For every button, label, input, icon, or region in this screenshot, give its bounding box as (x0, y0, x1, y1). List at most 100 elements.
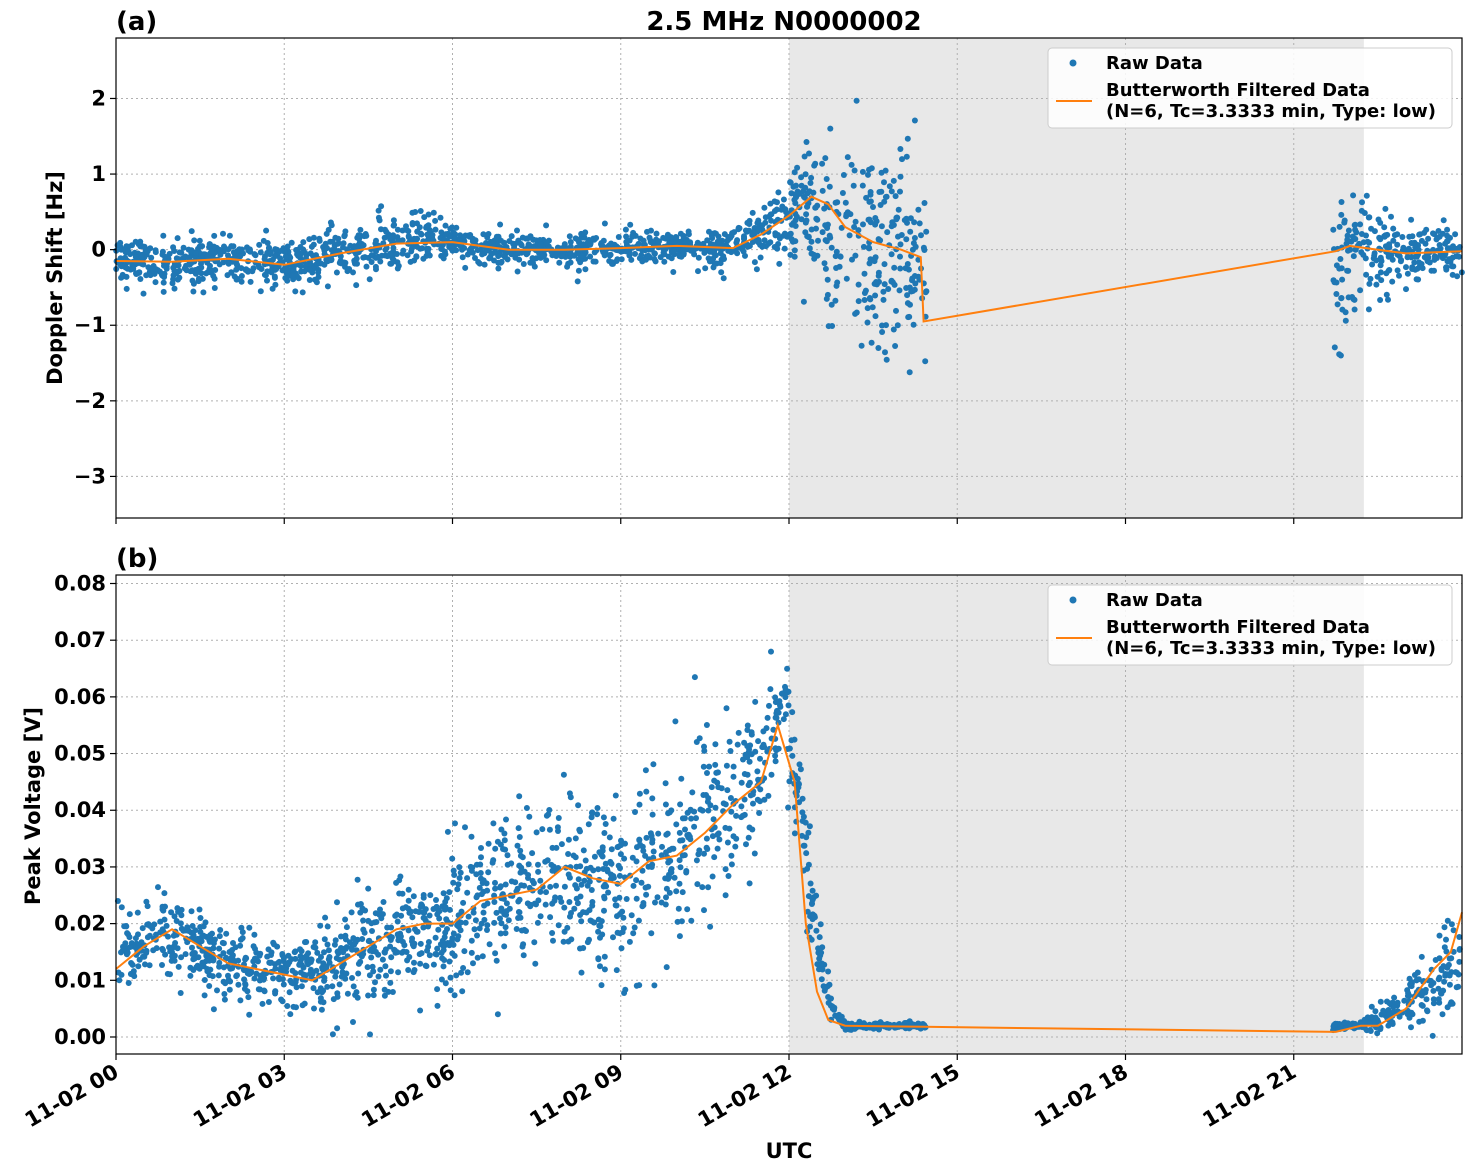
panelB-raw-point (450, 867, 457, 874)
panelB-raw-point (285, 952, 292, 959)
panelB-raw-point (619, 929, 626, 936)
panelB-raw-point (332, 973, 339, 980)
panelB-raw-point (647, 830, 654, 837)
panelA-raw-point (639, 258, 646, 265)
panelB-raw-point (1429, 1032, 1436, 1039)
panelA-raw-point (441, 236, 448, 243)
panelA-raw-point (1450, 263, 1457, 270)
panelB-raw-point (409, 914, 416, 921)
panelA-raw-point (1408, 240, 1415, 247)
panelA-raw-point (883, 356, 890, 363)
panelB-raw-point (585, 821, 592, 828)
panelA-raw-point (587, 253, 594, 260)
panelA-raw-point (879, 322, 885, 329)
panelA-raw-point (335, 240, 342, 247)
panelB-raw-point (222, 980, 229, 987)
panelB-raw-point (449, 935, 456, 942)
panelB-raw-point (187, 964, 194, 971)
panelA-raw-point (1334, 301, 1341, 308)
panelA-raw-point (819, 229, 826, 236)
panelA-raw-point (1336, 351, 1343, 358)
panelB-raw-point (210, 945, 217, 952)
panelA-raw-point (1363, 232, 1369, 239)
panelB-raw-point (474, 932, 480, 939)
panelA-raw-point (648, 246, 655, 253)
panelB-raw-point (808, 901, 815, 907)
panelB-raw-point (481, 916, 488, 923)
panelB-raw-point (297, 969, 304, 976)
panelB-raw-point (718, 785, 725, 792)
panelB-raw-point (791, 830, 798, 837)
panelA-raw-point (160, 288, 167, 295)
panel-b-y-ticks: 0.08 0.07 0.06 0.05 0.04 0.03 0.02 0.01 0.00 (54, 572, 116, 1049)
panelA-raw-point (360, 242, 367, 249)
panelB-raw-point (767, 686, 774, 693)
panelB-raw-point (704, 770, 710, 776)
panelB-raw-point (411, 959, 417, 966)
panelA-raw-point (485, 231, 492, 237)
panelB-raw-point (272, 965, 279, 972)
panelB-raw-point (642, 852, 649, 859)
panelB-xtick-label-4: 11-02 12 (694, 1060, 796, 1133)
panelA-raw-point (824, 291, 831, 298)
panelA-raw-point (553, 253, 560, 259)
panelB-raw-point (317, 922, 324, 929)
panelA-raw-point (670, 269, 677, 275)
panelB-raw-point (284, 961, 291, 968)
panelA-raw-point (642, 247, 649, 254)
panelA-raw-point (1365, 214, 1372, 221)
panelA-raw-point (872, 221, 879, 228)
panelA-raw-point (888, 277, 895, 284)
panelB-raw-point (547, 914, 554, 921)
panelA-raw-point (811, 255, 818, 262)
panelA-raw-point (315, 274, 322, 280)
panelB-raw-point (397, 935, 404, 942)
panelB-raw-point (623, 896, 630, 902)
panelB-raw-point (610, 873, 617, 879)
panelA-raw-point (832, 297, 839, 304)
panelA-raw-point (1375, 216, 1382, 223)
panelB-raw-point (549, 930, 556, 936)
panelA-raw-point (387, 250, 394, 257)
panelA-ytick-label-2: 0 (91, 238, 106, 262)
panelA-raw-point (566, 233, 573, 240)
panelB-raw-point (491, 919, 498, 926)
panelA-raw-point (1444, 238, 1451, 245)
panelB-raw-point (716, 836, 723, 843)
panelB-raw-point (1444, 917, 1451, 924)
panelA-raw-point (1404, 270, 1411, 277)
panelA-raw-point (133, 271, 140, 277)
panelB-raw-point (754, 796, 761, 803)
panelB-raw-point (116, 977, 123, 984)
panelB-raw-point (572, 835, 579, 842)
panelB-raw-point (497, 930, 504, 937)
panelA-raw-point (237, 253, 244, 260)
panelA-raw-point (1423, 226, 1430, 233)
panelB-raw-point (738, 803, 745, 810)
panelB-raw-point (577, 945, 583, 952)
panelB-raw-point (459, 988, 466, 995)
panelA-raw-point (282, 253, 289, 260)
panelA-raw-point (183, 267, 190, 274)
panelA-raw-point (1440, 217, 1447, 224)
panelB-raw-point (516, 834, 523, 840)
panelB-xtick-label-7: 11-02 21 (1198, 1060, 1300, 1133)
panelA-raw-point (1383, 291, 1390, 298)
panelB-raw-point (163, 922, 170, 929)
panelB-raw-point (321, 974, 328, 981)
panelA-raw-point (272, 246, 279, 253)
panelB-raw-point (780, 716, 787, 723)
panelB-raw-point (387, 968, 394, 975)
panelB-raw-point (1440, 987, 1447, 994)
panelB-raw-point (450, 930, 457, 937)
panelA-raw-point (759, 222, 766, 229)
panelA-raw-point (846, 232, 853, 239)
panelB-raw-point (552, 865, 559, 872)
panelA-raw-point (1374, 273, 1381, 280)
panelB-raw-point (118, 904, 125, 911)
panelB-raw-point (265, 999, 272, 1005)
panelB-raw-point (673, 888, 680, 895)
panelA-raw-point (543, 222, 550, 229)
panelA-raw-point (673, 234, 680, 241)
panelA-raw-point (875, 345, 882, 351)
